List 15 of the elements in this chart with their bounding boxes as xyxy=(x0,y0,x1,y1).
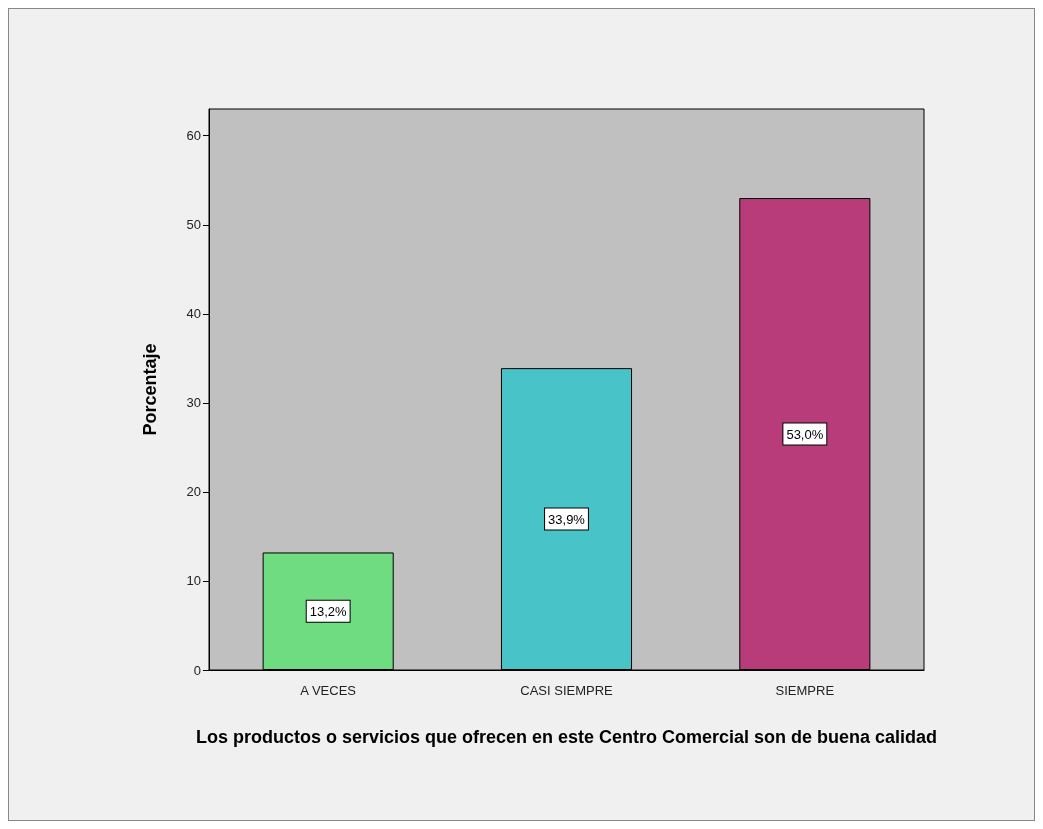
y-tick-label: 30 xyxy=(186,395,201,411)
y-tick-label: 10 xyxy=(186,573,201,589)
y-tick-label: 50 xyxy=(186,217,201,233)
x-tick-label: SIEMPRE xyxy=(775,683,835,698)
y-axis-title: Porcentaje xyxy=(140,343,160,436)
data-label: 13,2% xyxy=(309,603,348,619)
y-tick-label: 0 xyxy=(193,662,201,678)
y-tick-label: 20 xyxy=(186,484,201,500)
y-tick-label: 40 xyxy=(186,306,201,322)
data-label: 53,0% xyxy=(786,426,824,442)
data-label: 33,9% xyxy=(548,511,586,527)
y-tick-label: 60 xyxy=(186,128,201,144)
x-axis-title: Los productos o servicios que ofrecen en este Centro Comercial son de buena calidad xyxy=(195,727,938,747)
x-tick-label: A VECES xyxy=(300,683,357,698)
x-tick-label: CASI SIEMPRE xyxy=(520,683,614,698)
